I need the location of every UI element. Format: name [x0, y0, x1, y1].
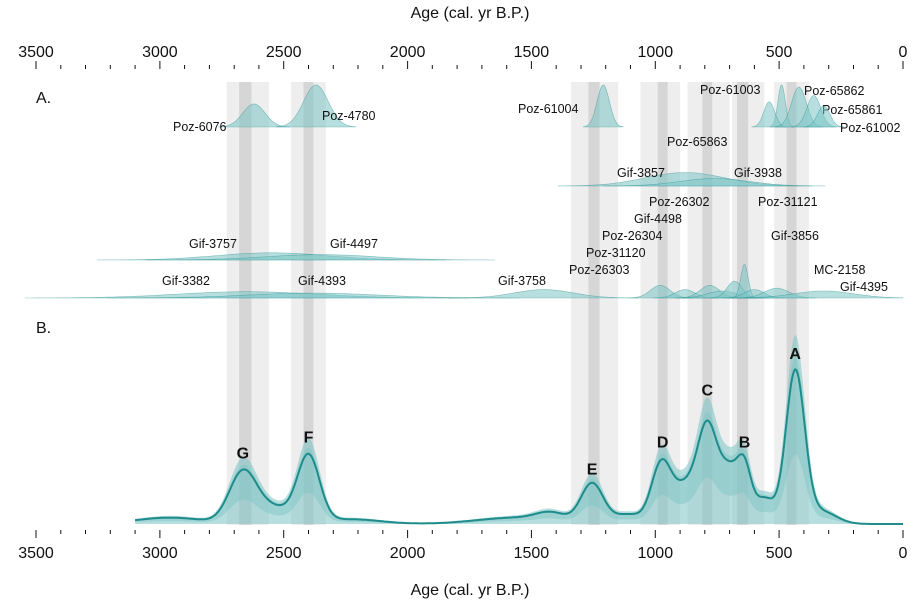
bottom-tick-label-2000: 2000 [390, 545, 426, 562]
sample-label-poz-26304: Poz-26304 [602, 229, 663, 243]
sample-label-gif-4497: Gif-4497 [330, 237, 378, 251]
sample-label-poz-31120: Poz-31120 [586, 246, 646, 260]
sample-label-poz-31121: Poz-31121 [758, 195, 818, 209]
sample-distribution-gif-3758 [448, 289, 640, 299]
envelope-95 [135, 334, 904, 524]
calibration-band-7 [657, 82, 668, 525]
panel-b-curve [134, 334, 904, 525]
top-tick-label-3000: 3000 [142, 44, 178, 61]
sample-label-poz-65862: Poz-65862 [804, 84, 865, 98]
bottom-axis-title: Age (cal. yr B.P.) [411, 582, 530, 599]
sample-label-poz-61002: Poz-61002 [840, 121, 901, 135]
sample-label-gif-3758: Gif-3758 [498, 274, 546, 288]
top-tick-label-2500: 2500 [266, 44, 302, 61]
peak-label-f: F [304, 430, 314, 447]
peak-labels: A B C D E F G [237, 346, 802, 478]
peak-label-b: B [739, 435, 751, 452]
panel-label-b: B. [36, 320, 51, 337]
peak-label-d: D [657, 435, 669, 452]
sample-label-gif-4393: Gif-4393 [298, 274, 346, 288]
bottom-tick-label-2500: 2500 [266, 545, 302, 562]
sample-distribution-gif-4395 [728, 290, 904, 299]
bottom-tick-label-500: 500 [766, 545, 793, 562]
sample-label-poz-26302: Poz-26302 [649, 195, 710, 209]
panel-a-samples: Poz-6076 Poz-4780 Poz-61004 Poz-61003 Poz-65… [24, 83, 904, 299]
top-axis-title: Age (cal. yr B.P.) [411, 5, 530, 22]
top-tick-label-3500: 3500 [18, 44, 54, 61]
peak-label-c: C [702, 382, 714, 399]
sample-label-gif-3757: Gif-3757 [189, 237, 237, 251]
sample-distribution-gif-4497 [146, 254, 496, 261]
top-tick-label-0: 0 [899, 44, 908, 61]
sample-label-poz-65863: Poz-65863 [667, 135, 728, 149]
axes: 3500 3000 2500 2000 1500 1000 500 0 3500 3000 2500… [18, 44, 907, 562]
peak-label-g: G [237, 446, 249, 463]
sample-distribution-poz-4780 [276, 84, 356, 128]
calibration-band-9 [702, 82, 713, 525]
top-tick-label-1500: 1500 [514, 44, 550, 61]
calibration-band-3 [303, 82, 314, 525]
sample-label-poz-6076: Poz-6076 [173, 120, 227, 134]
calibration-band-1 [239, 82, 252, 525]
sample-distribution-poz-61002 [803, 105, 844, 128]
sample-label-gif-3857: Gif-3857 [617, 166, 665, 180]
sample-label-gif-3938: Gif-3938 [734, 166, 782, 180]
sample-distribution-gif-3938 [603, 178, 826, 187]
sample-label-poz-61003: Poz-61003 [700, 83, 761, 97]
bottom-tick-label-1000: 1000 [638, 545, 674, 562]
peak-label-a: A [789, 346, 801, 363]
sample-label-poz-26303: Poz-26303 [569, 263, 630, 277]
top-tick-label-500: 500 [766, 44, 793, 61]
sample-label-poz-4780: Poz-4780 [322, 109, 376, 123]
top-tick-label-1000: 1000 [638, 44, 674, 61]
peak-label-e: E [587, 461, 598, 478]
sample-label-gif-4498: Gif-4498 [634, 212, 682, 226]
sample-distribution-poz-6076 [218, 103, 290, 128]
sample-label-mc-2158: MC-2158 [814, 263, 865, 277]
sample-label-poz-65861: Poz-65861 [822, 103, 883, 117]
sample-distribution-gif-4393 [107, 292, 520, 299]
bottom-tick-label-3000: 3000 [142, 545, 178, 562]
sample-label-gif-3382: Gif-3382 [162, 274, 210, 288]
sample-label-poz-61004: Poz-61004 [518, 102, 579, 116]
calibration-band-11 [737, 82, 749, 525]
bottom-tick-label-3500: 3500 [18, 545, 54, 562]
sample-label-gif-3856: Gif-3856 [771, 229, 819, 243]
sample-distribution-poz-61004 [583, 84, 624, 128]
sample-label-gif-4395: Gif-4395 [840, 280, 888, 294]
top-tick-label-2000: 2000 [390, 44, 426, 61]
bottom-tick-label-1500: 1500 [514, 545, 550, 562]
calibration-band-5 [588, 82, 600, 525]
bottom-tick-label-0: 0 [899, 545, 908, 562]
panel-label-a: A. [36, 90, 51, 107]
calibration-band-13 [786, 82, 797, 525]
summed-probability-line [134, 368, 903, 525]
